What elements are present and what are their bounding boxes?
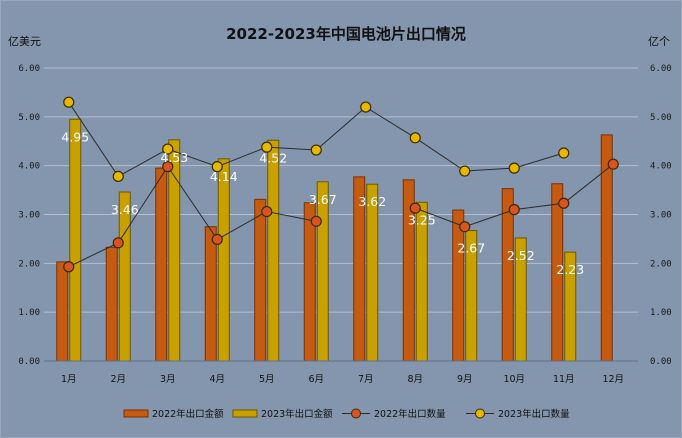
legend-label: 2022年出口金额 <box>152 408 224 420</box>
data-label: 4.95 <box>61 129 89 144</box>
left-axis-unit: 亿美元 <box>8 35 41 48</box>
legend-swatch <box>232 409 258 418</box>
bar <box>366 183 379 362</box>
x-tick-label: 4月 <box>209 374 225 385</box>
line-point <box>508 204 520 216</box>
legend-label: 2022年出口数量 <box>374 408 446 420</box>
data-label: 3.25 <box>408 212 436 227</box>
data-label: 2.67 <box>457 241 485 256</box>
line-point <box>360 101 372 113</box>
legend-label: 2023年出口金额 <box>261 408 333 420</box>
line-point <box>63 96 75 108</box>
line-point <box>112 237 124 249</box>
bar <box>168 139 181 362</box>
legend-swatch <box>123 409 149 418</box>
data-labels: 4.95 3.46 4.53 4.14 4.52 3.67 3.62 3.25 2.67 2.52… <box>61 129 584 277</box>
y-tick-right: 5.00 <box>650 113 672 123</box>
y-tick-left: 6.00 <box>18 64 40 74</box>
x-tick-label: 9月 <box>457 374 473 385</box>
data-label: 3.67 <box>309 192 337 207</box>
y-tick-left: 2.00 <box>18 259 40 269</box>
bar <box>56 261 69 362</box>
line-point <box>459 165 471 177</box>
line-series <box>63 96 619 273</box>
line-point <box>63 261 75 273</box>
bar <box>118 191 131 362</box>
line-point <box>409 202 421 214</box>
data-label: 4.53 <box>160 150 188 165</box>
line-point <box>310 215 322 227</box>
y-tick-right: 0.00 <box>650 357 672 367</box>
bar <box>254 198 267 362</box>
line-point <box>558 147 570 159</box>
bar <box>452 209 465 362</box>
y-tick-right: 3.00 <box>650 211 672 221</box>
x-tick-label: 7月 <box>358 374 374 385</box>
bar <box>69 118 82 362</box>
legend: 2022年出口金额 2023年出口金额 2022年出口数量 2023年出口数量 <box>123 408 570 420</box>
data-label: 2.52 <box>507 248 535 263</box>
x-tick-label: 11月 <box>553 374 575 385</box>
x-tick-label: 5月 <box>259 374 275 385</box>
data-label: 3.62 <box>358 194 386 209</box>
y-tick-left: 3.00 <box>18 211 40 221</box>
legend-label: 2023年出口数量 <box>498 408 570 420</box>
chart-title: 2022-2023年中国电池片出口情况 <box>226 25 466 43</box>
line-point <box>211 161 223 173</box>
x-tick-label: 12月 <box>602 374 624 385</box>
data-label: 4.14 <box>210 169 238 184</box>
x-tick-label: 10月 <box>503 374 525 385</box>
line-point <box>607 158 619 170</box>
line-point <box>261 205 273 218</box>
y-tick-right: 1.00 <box>650 308 672 318</box>
y-tick-left: 5.00 <box>18 113 40 123</box>
line-point <box>310 144 322 156</box>
y-tick-right: 6.00 <box>650 64 672 74</box>
line-point <box>558 197 570 209</box>
bar <box>267 139 280 362</box>
legend-swatch-marker <box>475 408 485 419</box>
line-point <box>112 170 124 183</box>
x-tick-label: 3月 <box>160 374 176 385</box>
line-point <box>162 161 174 173</box>
bar <box>217 158 230 362</box>
bar <box>155 167 168 362</box>
y-tick-left: 4.00 <box>18 162 40 172</box>
data-label: 2.23 <box>556 262 584 277</box>
line-point <box>508 162 520 174</box>
bar <box>105 246 118 362</box>
line-point <box>261 141 273 153</box>
legend-swatch-marker <box>351 408 361 419</box>
x-tick-label: 2月 <box>110 374 126 385</box>
y-tick-right: 2.00 <box>650 259 672 269</box>
x-tick-label: 1月 <box>61 374 77 385</box>
bar <box>204 226 217 362</box>
line-point <box>409 132 421 144</box>
y-tick-left: 1.00 <box>18 308 40 318</box>
series-line <box>68 165 317 268</box>
right-axis-unit: 亿个 <box>648 35 670 48</box>
line-point <box>459 221 471 233</box>
bar-series <box>56 118 613 362</box>
x-tick-label: 6月 <box>308 374 324 385</box>
y-tick-left: 0.00 <box>18 357 40 367</box>
bar <box>316 181 329 362</box>
data-label: 4.52 <box>259 150 287 165</box>
x-tick-label: 8月 <box>407 374 423 385</box>
line-point <box>162 143 174 155</box>
axis-ticks: 0.00 0.00 1.00 1.00 2.00 2.00 3.00 3.00 4.00 4.00… <box>18 64 671 385</box>
line-point <box>211 233 223 246</box>
data-label: 3.46 <box>111 202 139 217</box>
y-tick-right: 4.00 <box>650 162 672 172</box>
bar <box>303 202 316 362</box>
